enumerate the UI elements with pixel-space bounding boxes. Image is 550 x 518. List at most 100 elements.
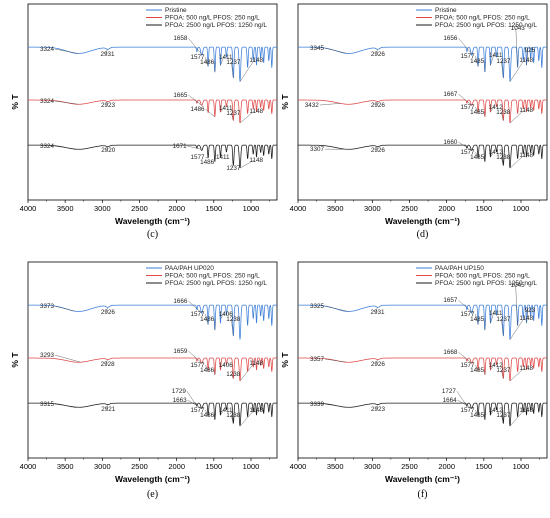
peak-label: 1657	[443, 297, 458, 304]
annotation-leader	[515, 285, 518, 326]
annotation-leader	[375, 307, 378, 313]
peak-label: 1406	[219, 362, 234, 369]
peak-label: 1485	[470, 154, 485, 161]
x-tick-label: 3000	[94, 204, 111, 213]
peak-label: 1660	[443, 139, 458, 146]
peak-label: 1485	[470, 58, 485, 65]
peak-label: 1148	[249, 157, 263, 164]
peak-label: 1148	[249, 57, 263, 64]
panel-bottom-left: 4000 3500 3000 2500 2000 1500 1000 Wavelength (…	[10, 261, 278, 500]
annotation-leader	[509, 154, 525, 169]
peak-label: 1729	[172, 388, 187, 395]
annotation-leader	[324, 305, 349, 312]
peak-label: 1411	[489, 310, 503, 317]
peak-label: 1237	[496, 316, 511, 323]
peak-label: 2931	[100, 51, 115, 58]
x-tick-label: 2000	[168, 204, 185, 213]
annotation-leader	[526, 50, 529, 66]
peak-label: 1411	[489, 52, 503, 59]
peak-label: 2928	[101, 361, 116, 368]
peak-label: 1411	[219, 407, 233, 414]
peak-label: 1577	[460, 53, 475, 60]
legend-entry: PFOA: 500 ng/L PFOS: 250 ng/L	[435, 15, 530, 22]
annotation-leader	[205, 314, 209, 325]
x-axis-label: Wavelength (cm⁻¹)	[115, 474, 190, 484]
peak-label: 1577	[460, 149, 475, 156]
annotation-leader	[106, 146, 109, 151]
peak-label: 3345	[310, 45, 325, 52]
peak-label: 1659	[173, 348, 188, 355]
peak-label: 1412	[489, 362, 504, 369]
annotation-leader	[54, 354, 81, 363]
legend-entry: PFOA: 2500 ng/L PFOS: 1250 ng/L	[165, 280, 267, 287]
peak-label: 2926	[371, 147, 386, 154]
annotation-leader	[231, 62, 234, 79]
peak-label: 925	[525, 47, 536, 54]
annotation-leader	[475, 364, 479, 372]
peak-label: 1237	[496, 58, 511, 65]
peak-label: 2926	[371, 51, 386, 58]
annotation-leader	[515, 28, 518, 68]
peak-label: 1148	[249, 108, 263, 115]
peak-label: 3373	[40, 303, 55, 310]
annotation-leader	[509, 109, 525, 124]
x-tick-label: 2500	[401, 462, 418, 471]
annotation-leader	[231, 415, 234, 424]
annotation-leader	[501, 369, 504, 379]
peak-label: 1148	[519, 407, 533, 414]
x-tick-label: 4000	[290, 204, 307, 213]
annotation-leader	[239, 110, 255, 124]
x-tick-label: 4000	[20, 204, 37, 213]
annotation-leader	[490, 364, 494, 371]
annotation-leader	[375, 49, 379, 55]
annotation-leader	[231, 319, 234, 336]
peak-label: 1486	[200, 159, 215, 166]
x-tick-label: 1500	[205, 462, 222, 471]
annotation-leader	[458, 37, 473, 55]
annotation-leader	[105, 101, 109, 106]
annotation-leader	[188, 300, 202, 313]
annotation-leader	[475, 152, 479, 159]
peak-label: 1668	[443, 349, 458, 356]
peak-label: 1148	[249, 407, 263, 414]
annotation-leader	[220, 410, 224, 416]
peak-label: 1485	[470, 412, 485, 419]
x-tick-label: 3000	[364, 462, 381, 471]
annotation-leader	[188, 37, 203, 55]
peak-label: 1412	[489, 407, 504, 414]
peak-label: 1485	[470, 109, 485, 116]
series-line	[298, 144, 547, 169]
peak-label: 1412	[489, 104, 504, 111]
peak-label: 1486	[200, 367, 215, 374]
peak-label: 1658	[173, 35, 188, 42]
peak-label: 3325	[310, 303, 325, 310]
peak-label: 1577	[460, 311, 475, 318]
annotation-leader	[490, 152, 494, 158]
legend-entry: PFOA: 500 ng/L PFOS: 250 ng/L	[165, 15, 260, 22]
annotation-leader	[501, 415, 504, 424]
peak-label: 2921	[101, 406, 116, 413]
peak-label: 2926	[101, 309, 116, 316]
peak-label: 2931	[370, 309, 385, 316]
x-tick-label: 3500	[57, 204, 74, 213]
annotation-leader	[205, 410, 209, 417]
peak-label: 1237	[496, 412, 511, 419]
peak-label: 1238	[496, 109, 511, 116]
annotation-leader	[324, 403, 348, 408]
peak-label: 1406	[219, 311, 234, 318]
annotation-leader	[501, 319, 504, 337]
y-axis-label: % T	[280, 94, 290, 110]
annotation-leader	[509, 318, 525, 340]
panel-caption: (e)	[147, 489, 158, 500]
panel-top-left: 4000 3500 3000 2500 2000 1500 1000 Wavelength (…	[10, 3, 278, 240]
annotation-leader	[375, 146, 379, 151]
x-tick-label: 1500	[475, 204, 492, 213]
annotation-leader	[105, 49, 108, 55]
annotation-leader	[239, 362, 255, 382]
annotation-leader	[475, 56, 479, 67]
annotation-leader	[231, 373, 234, 379]
annotation-leader	[509, 60, 525, 82]
peak-label: 1727	[442, 388, 457, 395]
peak-label: 3339	[310, 401, 325, 408]
x-tick-label: 2000	[438, 204, 455, 213]
